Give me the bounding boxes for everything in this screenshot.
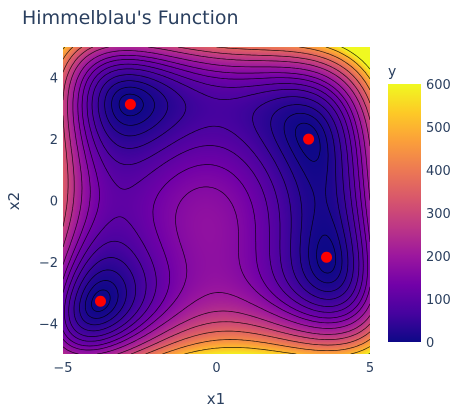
plot-area: [63, 47, 370, 354]
colorbar-gradient: [388, 84, 421, 342]
x-tick-label: −5: [53, 361, 72, 376]
y-axis-label: x2: [5, 192, 23, 210]
chart-title: Himmelblau's Function: [22, 7, 239, 29]
contour-line-14: [341, 47, 370, 354]
minimum-point-1[interactable]: [303, 133, 315, 145]
contour-line-10: [63, 47, 370, 354]
contour-line-5: [64, 63, 364, 342]
colorbar-tick-label: 200: [426, 250, 451, 265]
colorbar-tick-label: 400: [426, 164, 451, 179]
x-tick-label: 0: [212, 361, 220, 376]
y-tick-label: 0: [50, 195, 58, 210]
y-tick-label: 2: [50, 133, 58, 148]
contour-line-8: [63, 50, 370, 354]
minimum-point-2[interactable]: [124, 98, 136, 110]
colorbar: y 0 100 200 300 400 500 600: [388, 64, 451, 351]
y-tick-label: −4: [39, 317, 58, 332]
contour-line-7: [63, 54, 370, 351]
minimum-point-3[interactable]: [94, 295, 106, 307]
x-axis-ticks: −5 0 5: [53, 361, 374, 376]
contour-line-11: [63, 47, 370, 354]
heatmap-surface: [63, 47, 370, 354]
colorbar-tick-label: 500: [426, 121, 451, 136]
y-tick-label: −2: [39, 256, 58, 271]
contour-line-12: [63, 47, 370, 354]
contour-lines: [63, 47, 370, 354]
contour-line-9: [63, 47, 370, 354]
contour-line-4: [68, 68, 360, 337]
contour-line-13: [63, 47, 370, 354]
y-tick-label: 4: [50, 72, 58, 87]
contour-line-3: [73, 74, 354, 332]
x-axis-label: x1: [207, 390, 225, 408]
colorbar-tick-label: 600: [426, 78, 451, 93]
contour-line-6: [63, 59, 369, 347]
colorbar-tick-label: 100: [426, 293, 451, 308]
colorbar-ticks: 0 100 200 300 400 500 600: [426, 78, 451, 351]
colorbar-title: y: [388, 64, 396, 80]
colorbar-tick-label: 0: [426, 336, 434, 351]
contour-line-2: [79, 80, 349, 326]
y-axis-ticks: −4 −2 0 2 4: [39, 72, 58, 333]
colorbar-tick-label: 300: [426, 207, 451, 222]
contour-line-0: [91, 93, 337, 312]
minimum-point-4[interactable]: [321, 251, 333, 263]
x-tick-label: 5: [366, 361, 374, 376]
minima-markers: [94, 98, 333, 307]
contour-line-1: [84, 86, 343, 319]
